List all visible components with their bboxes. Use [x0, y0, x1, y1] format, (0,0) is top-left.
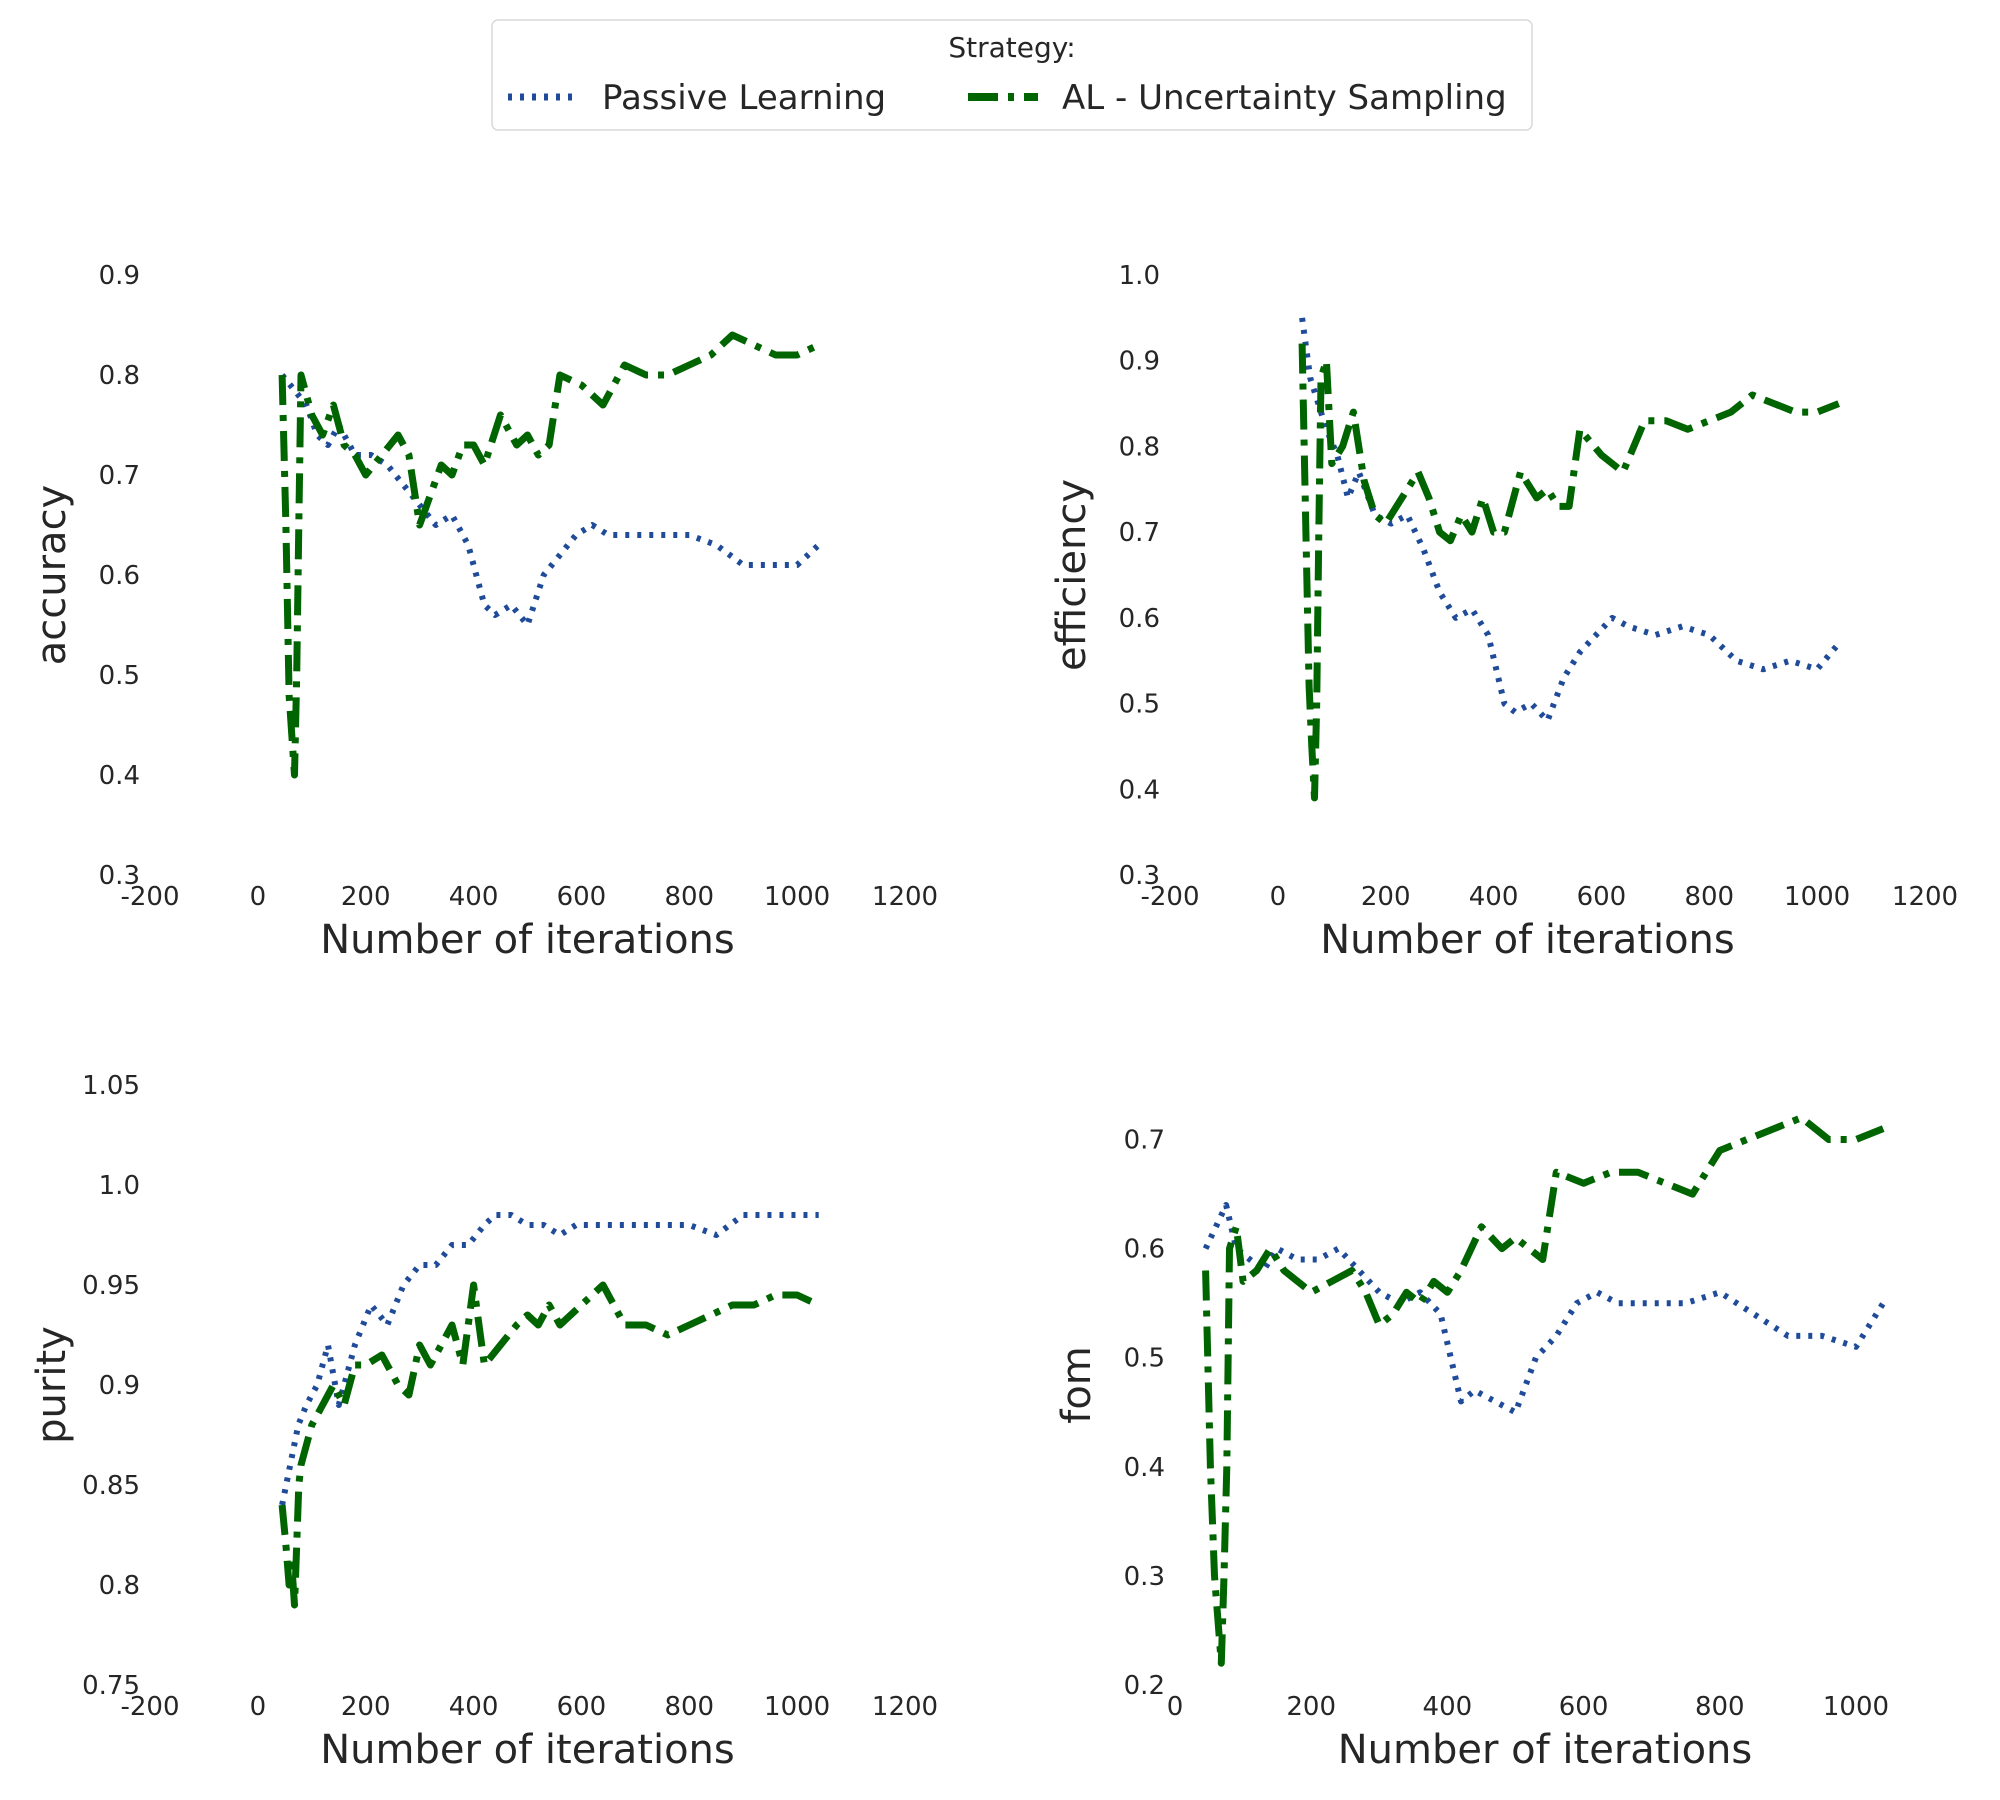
accuracy-xtick-label: -200	[120, 882, 179, 912]
purity-xtick-label: 0	[250, 1692, 267, 1722]
accuracy-yaxis-label: accuracy	[29, 485, 75, 665]
fom-ytick-label: 0.3	[1124, 1562, 1165, 1592]
fom-ytick-label: 0.7	[1124, 1126, 1165, 1156]
fom-xtick-label: 200	[1286, 1692, 1336, 1722]
accuracy-ytick-label: 0.9	[99, 261, 140, 291]
accuracy-ytick-label: 0.3	[99, 861, 140, 891]
efficiency-series-al-uncertainty-sampling	[1298, 343, 1840, 802]
purity-xtick-label: 800	[664, 1692, 714, 1722]
efficiency-ytick-label: 0.7	[1119, 518, 1160, 548]
efficiency-xtick-label: 1000	[1784, 882, 1850, 912]
efficiency-panel: -200 0 200 400 600 800 1000 1200 0.3 0.4 0.5 0.6 0.7…	[1049, 261, 1958, 963]
efficiency-xtick-label: 600	[1577, 882, 1627, 912]
efficiency-xtick-label: 400	[1469, 882, 1519, 912]
purity-xtick-label: 200	[341, 1692, 391, 1722]
purity-panel: -200 0 200 400 600 800 1000 1200 0.75 0.8 0.85 0.9 0…	[29, 1071, 938, 1773]
accuracy-xtick-label: 400	[449, 882, 499, 912]
fom-xtick-label: 600	[1559, 1692, 1609, 1722]
efficiency-ytick-label: 0.5	[1119, 690, 1160, 720]
efficiency-ytick-label: 1.0	[1119, 261, 1160, 291]
efficiency-xtick-label: 800	[1684, 882, 1734, 912]
purity-ytick-label: 1.05	[82, 1071, 140, 1101]
fom-xtick-label: 0	[1167, 1692, 1184, 1722]
legend-title: Strategy:	[948, 31, 1075, 64]
purity-ytick-label: 0.85	[82, 1471, 140, 1501]
efficiency-yaxis-label: efficiency	[1049, 479, 1095, 671]
purity-yaxis-label: purity	[29, 1326, 75, 1444]
purity-xtick-label: 400	[449, 1692, 499, 1722]
efficiency-ytick-label: 0.4	[1119, 775, 1160, 805]
accuracy-xaxis-label: Number of iterations	[320, 917, 735, 963]
efficiency-series-passive-learning	[1299, 317, 1841, 724]
legend-frame	[491, 19, 1533, 131]
fom-ytick-label: 0.2	[1124, 1671, 1165, 1701]
efficiency-xtick-label: 200	[1361, 882, 1411, 912]
purity-ytick-label: 0.75	[82, 1671, 140, 1701]
fom-xtick-label: 400	[1423, 1692, 1473, 1722]
efficiency-ytick-label: 0.9	[1119, 347, 1160, 377]
purity-xtick-label: 1200	[872, 1692, 938, 1722]
purity-xaxis-label: Number of iterations	[320, 1727, 735, 1773]
legend-label-passive: Passive Learning	[602, 78, 886, 118]
fom-series-passive-learning	[1202, 1202, 1886, 1416]
accuracy-panel: -200 0 200 400 600 800 1000 1200 0.3 0.4 0.5 0.6 0.7…	[29, 261, 938, 963]
legend: Strategy: Passive Learning AL - Uncertai…	[491, 19, 1533, 131]
accuracy-series-passive-learning	[279, 373, 821, 628]
efficiency-xaxis-label: Number of iterations	[1320, 917, 1735, 963]
accuracy-ytick-label: 0.8	[99, 361, 140, 391]
fom-series-al-uncertainty-sampling	[1202, 1114, 1885, 1667]
accuracy-xtick-label: 200	[341, 882, 391, 912]
fom-panel: 0 200 400 600 800 1000 0.2 0.3 0.4 0.5 0.6 0.7 Numbe…	[1054, 1114, 1889, 1773]
purity-ytick-label: 0.95	[82, 1271, 140, 1301]
efficiency-ytick-label: 0.6	[1119, 604, 1160, 634]
accuracy-ytick-label: 0.6	[99, 561, 140, 591]
purity-xtick-label: 600	[557, 1692, 607, 1722]
efficiency-ytick-label: 0.3	[1119, 861, 1160, 891]
fom-yaxis-label: fom	[1054, 1346, 1100, 1424]
accuracy-xtick-label: 0	[250, 882, 267, 912]
accuracy-xtick-label: 1200	[872, 882, 938, 912]
accuracy-ytick-label: 0.4	[99, 761, 140, 791]
accuracy-xtick-label: 800	[664, 882, 714, 912]
purity-ytick-label: 1.0	[99, 1171, 140, 1201]
purity-xtick-label: 1000	[764, 1692, 830, 1722]
accuracy-xtick-label: 1000	[764, 882, 830, 912]
fom-ytick-label: 0.6	[1124, 1235, 1165, 1265]
accuracy-series-al-uncertainty-sampling	[278, 331, 821, 779]
efficiency-ytick-label: 0.8	[1119, 432, 1160, 462]
accuracy-ytick-label: 0.5	[99, 661, 140, 691]
efficiency-xtick-label: 1200	[1892, 882, 1958, 912]
purity-xtick-label: -200	[120, 1692, 179, 1722]
fom-xtick-label: 800	[1695, 1692, 1745, 1722]
efficiency-xtick-label: 0	[1270, 882, 1287, 912]
efficiency-xtick-label: -200	[1140, 882, 1199, 912]
fom-ytick-label: 0.5	[1124, 1344, 1165, 1374]
accuracy-ytick-label: 0.7	[99, 461, 140, 491]
legend-label-al: AL - Uncertainty Sampling	[1062, 78, 1507, 118]
accuracy-xtick-label: 600	[557, 882, 607, 912]
purity-series-al-uncertainty-sampling	[278, 1281, 821, 1609]
purity-series-passive-learning	[279, 1212, 819, 1506]
fom-xaxis-label: Number of iterations	[1338, 1727, 1753, 1773]
fom-ytick-label: 0.4	[1124, 1453, 1165, 1483]
fom-xtick-label: 1000	[1823, 1692, 1889, 1722]
purity-ytick-label: 0.9	[99, 1371, 140, 1401]
purity-ytick-label: 0.8	[99, 1571, 140, 1601]
